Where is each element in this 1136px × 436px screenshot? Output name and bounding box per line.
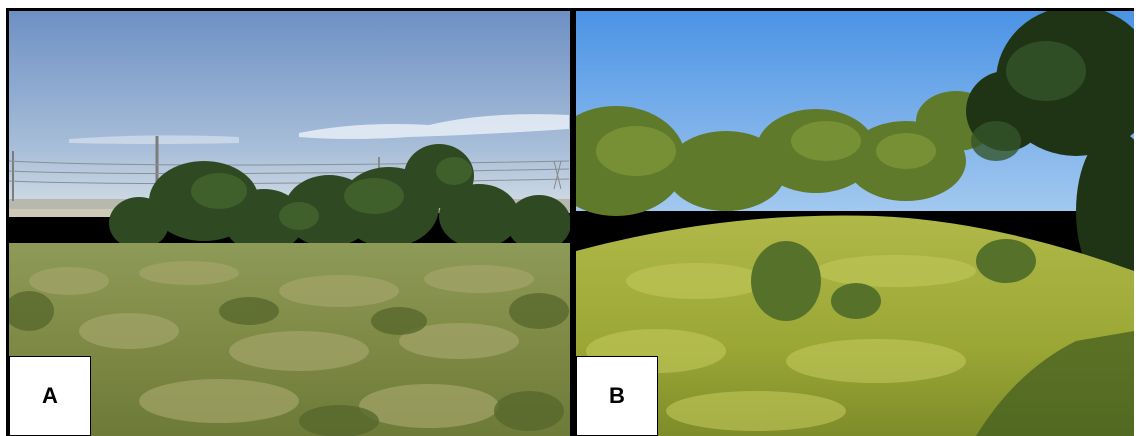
panel-label-b: B [576, 356, 658, 436]
photo-panel-b: B [576, 11, 1134, 436]
photo-panel-a: A [9, 11, 570, 436]
figure-frame: A [6, 8, 1134, 436]
panel-label-b-text: B [609, 383, 625, 408]
panel-label-a: A [9, 356, 91, 436]
shrubland-photo [576, 11, 1134, 436]
grassland-photo [9, 11, 570, 436]
panel-label-a-text: A [42, 383, 58, 408]
